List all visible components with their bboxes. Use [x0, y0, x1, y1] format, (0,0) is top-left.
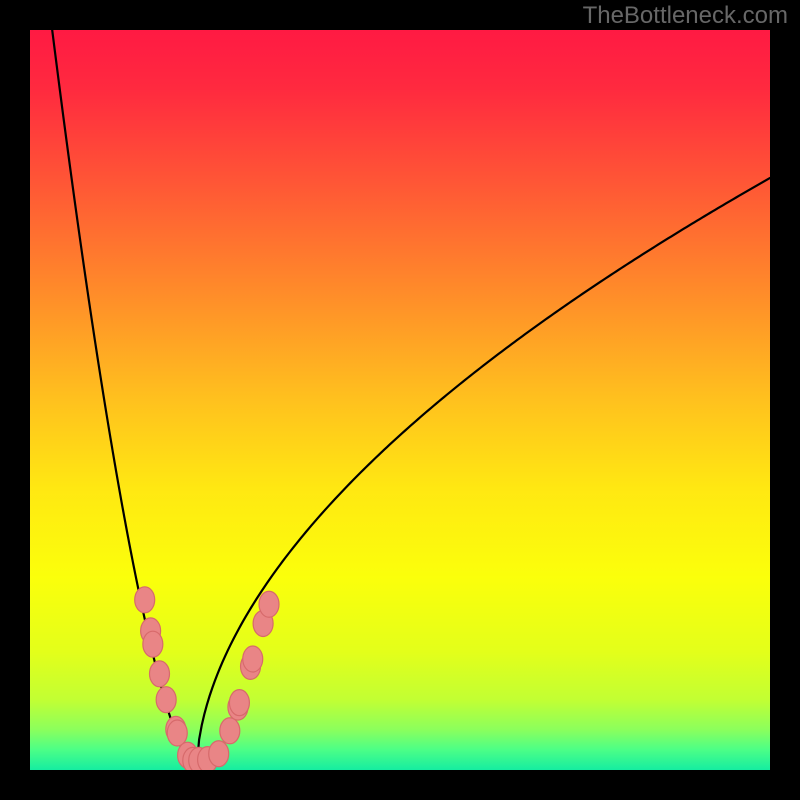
marker-point: [135, 587, 155, 613]
marker-point: [143, 631, 163, 657]
gradient-background: [30, 30, 770, 770]
marker-point: [229, 690, 249, 716]
plot-svg: [30, 30, 770, 770]
watermark-text: TheBottleneck.com: [583, 2, 788, 30]
marker-point: [150, 661, 170, 687]
marker-point: [167, 720, 187, 746]
marker-point: [209, 741, 229, 767]
chart-root: TheBottleneck.com: [0, 0, 800, 800]
marker-point: [243, 646, 263, 672]
plot-area: [30, 30, 770, 770]
marker-point: [220, 718, 240, 744]
marker-point: [156, 687, 176, 713]
marker-point: [259, 591, 279, 617]
